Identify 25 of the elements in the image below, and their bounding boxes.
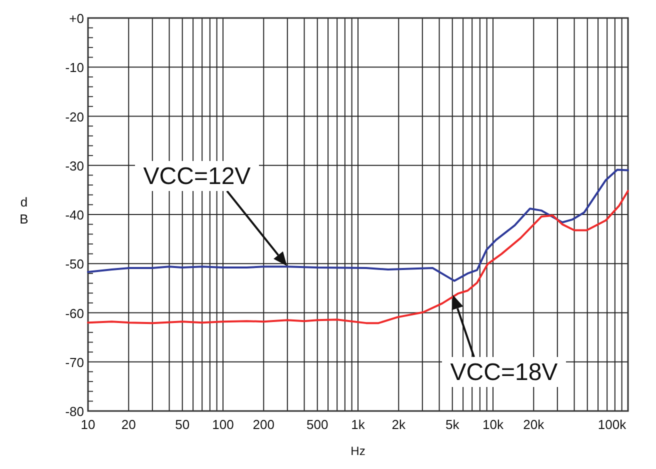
x-tick-label: 20 [121,417,136,432]
x-tick-label: 200 [252,417,274,432]
annotation: VCC=18V [450,359,558,386]
x-tick-label: 100 [212,417,234,432]
y-tick-label: -50 [65,256,84,272]
y-tick-label: -60 [65,306,84,321]
y-tick-label: -70 [65,354,84,370]
x-axis-title: Hz [350,444,366,458]
x-tick-label: 500 [306,417,328,432]
x-tick-label: 50 [175,417,190,432]
y-tick-label: -20 [65,109,84,124]
y-tick-label: -80 [65,404,84,419]
x-tick-label: 10 [80,417,96,432]
x-tick-label: 20k [523,417,545,432]
y-tick-label: -10 [65,60,84,76]
y-tick-label: +0 [69,11,84,26]
x-tick-label: 1k [351,417,366,432]
y-tick-label: -40 [65,208,84,222]
y-axis-title: dB [20,194,28,226]
x-tick-label: 100k [598,417,627,432]
annotation: VCC=12V [143,163,251,190]
x-tick-label: 5k [445,417,460,432]
y-tick-label: -30 [65,158,84,174]
x-tick-label: 2k [392,417,406,432]
x-tick-label: 10k [482,417,504,432]
